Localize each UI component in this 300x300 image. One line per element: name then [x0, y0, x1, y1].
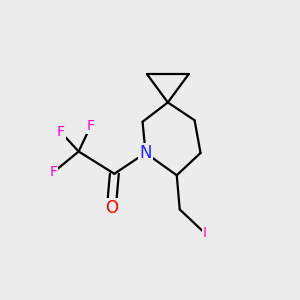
Text: F: F	[87, 119, 94, 133]
Text: I: I	[203, 226, 207, 240]
Text: F: F	[50, 165, 57, 179]
Text: N: N	[139, 144, 152, 162]
Text: F: F	[57, 125, 65, 139]
Text: O: O	[105, 199, 118, 217]
